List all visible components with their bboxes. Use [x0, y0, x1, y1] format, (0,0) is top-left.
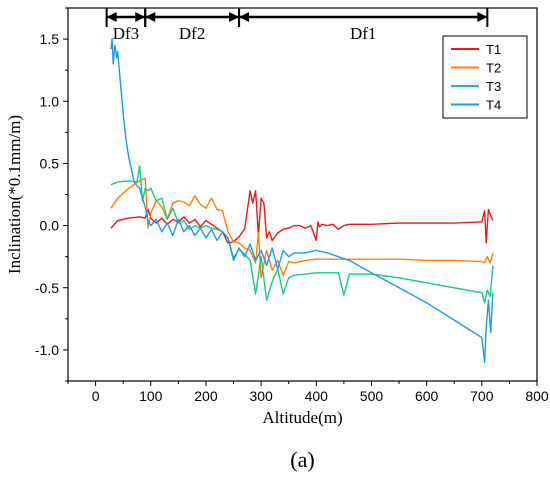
y-tick-label: -0.5 [35, 280, 59, 296]
zone-arrow-right [477, 12, 488, 22]
x-tick-label: 700 [470, 388, 494, 404]
zone-arrow-right [229, 12, 240, 22]
x-tick-label: 400 [305, 388, 329, 404]
series-line-t3 [110, 165, 494, 304]
x-tick-label: 300 [249, 388, 273, 404]
figure-caption: (a) [290, 447, 314, 472]
legend-label: T4 [486, 98, 501, 113]
x-tick-label: 200 [194, 388, 218, 404]
legend-label: T1 [486, 42, 501, 57]
zone-arrow-left [106, 12, 117, 22]
legend-label: T2 [486, 61, 501, 76]
series-lines [110, 38, 494, 364]
y-axis-title: Inclination(*0.1mm/m) [5, 115, 24, 274]
series-line-t2 [110, 177, 494, 279]
y-axis: -1.0 -0.5 0.0 0.5 1.0 1.5 [35, 7, 68, 382]
series-line-t1 [110, 190, 494, 244]
legend-label: T3 [486, 79, 501, 94]
x-tick-label: 0 [92, 388, 100, 404]
zone-arrow-left [239, 12, 250, 22]
x-tick-label: 100 [139, 388, 163, 404]
zone-label: Df3 [113, 24, 139, 43]
y-tick-label: 1.0 [40, 93, 60, 109]
x-tick-label: 500 [360, 388, 384, 404]
legend: T1 T2 T3 T4 [442, 35, 528, 119]
x-tick-label: 800 [525, 388, 549, 404]
zone-label: Df1 [350, 24, 376, 43]
zone-arrow-right [135, 12, 146, 22]
series-line-t4 [110, 38, 494, 364]
x-tick-label: 600 [415, 388, 439, 404]
zone-markers: Df3 Df2 Df1 [105, 8, 489, 43]
x-axis: 0 100 200 300 400 500 600 700 800 [67, 381, 549, 404]
y-tick-label: 1.5 [40, 31, 60, 47]
zone-arrow-left [145, 12, 156, 22]
y-tick-label: 0.5 [40, 155, 60, 171]
x-axis-title: Altitude(m) [262, 408, 342, 427]
y-tick-label: 0.0 [40, 218, 60, 234]
zone-label: Df2 [179, 24, 205, 43]
y-tick-label: -1.0 [35, 342, 59, 358]
